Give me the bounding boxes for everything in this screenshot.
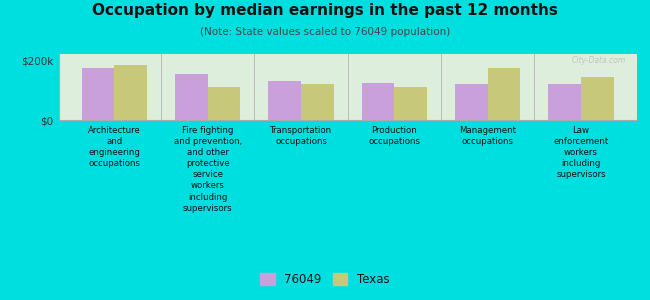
Text: Management
occupations: Management occupations <box>459 126 516 146</box>
Legend: 76049, Texas: 76049, Texas <box>255 268 395 291</box>
Bar <box>362 82 395 120</box>
Text: City-Data.com: City-Data.com <box>571 56 625 65</box>
Bar <box>114 64 147 120</box>
Bar <box>301 84 333 120</box>
Bar <box>208 87 240 120</box>
Bar <box>268 81 301 120</box>
Bar <box>82 68 114 120</box>
Bar <box>488 68 521 120</box>
Text: (Note: State values scaled to 76049 population): (Note: State values scaled to 76049 popu… <box>200 27 450 37</box>
Text: Law
enforcement
workers
including
supervisors: Law enforcement workers including superv… <box>553 126 608 179</box>
Bar <box>549 84 581 120</box>
Bar <box>175 74 208 120</box>
Text: Occupation by median earnings in the past 12 months: Occupation by median earnings in the pas… <box>92 3 558 18</box>
Bar <box>581 76 614 120</box>
Text: Production
occupations: Production occupations <box>369 126 421 146</box>
Bar <box>455 84 488 120</box>
Text: Fire fighting
and prevention,
and other
protective
service
workers
including
sup: Fire fighting and prevention, and other … <box>174 126 242 213</box>
Bar <box>395 87 427 120</box>
Text: Architecture
and
engineering
occupations: Architecture and engineering occupations <box>88 126 141 168</box>
Text: Transportation
occupations: Transportation occupations <box>270 126 332 146</box>
